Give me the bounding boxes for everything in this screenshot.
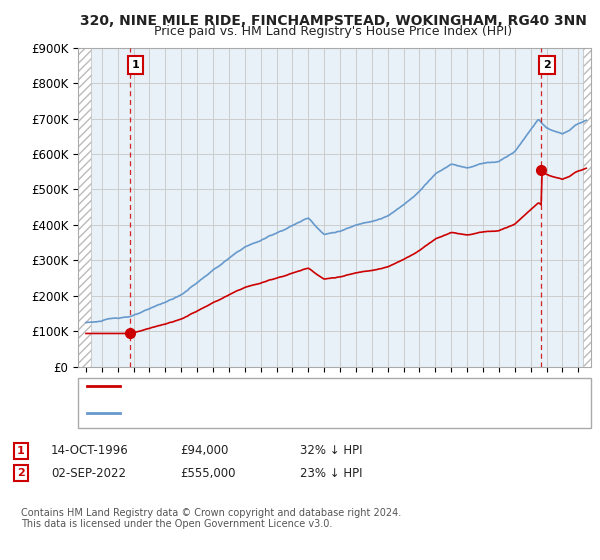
- Text: Price paid vs. HM Land Registry's House Price Index (HPI): Price paid vs. HM Land Registry's House …: [154, 25, 512, 38]
- Text: 1: 1: [132, 60, 140, 71]
- Text: 02-SEP-2022: 02-SEP-2022: [51, 466, 126, 480]
- Text: 32% ↓ HPI: 32% ↓ HPI: [300, 444, 362, 458]
- Text: 23% ↓ HPI: 23% ↓ HPI: [300, 466, 362, 480]
- Text: Contains HM Land Registry data © Crown copyright and database right 2024.
This d: Contains HM Land Registry data © Crown c…: [21, 507, 401, 529]
- Text: 14-OCT-1996: 14-OCT-1996: [51, 444, 129, 458]
- Text: £94,000: £94,000: [180, 444, 229, 458]
- Text: 2: 2: [17, 468, 25, 478]
- Text: 320, NINE MILE RIDE, FINCHAMPSTEAD, WOKINGHAM, RG40 3NN (detached house): 320, NINE MILE RIDE, FINCHAMPSTEAD, WOKI…: [126, 381, 581, 391]
- Text: £555,000: £555,000: [180, 466, 235, 480]
- Text: 1: 1: [17, 446, 25, 456]
- Text: 2: 2: [543, 60, 551, 71]
- Text: 320, NINE MILE RIDE, FINCHAMPSTEAD, WOKINGHAM, RG40 3NN: 320, NINE MILE RIDE, FINCHAMPSTEAD, WOKI…: [80, 14, 586, 28]
- Text: HPI: Average price, detached house, Wokingham: HPI: Average price, detached house, Woki…: [126, 408, 393, 418]
